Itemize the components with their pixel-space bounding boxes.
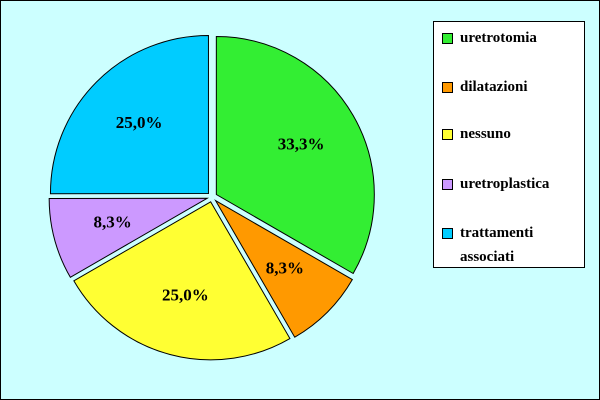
pie-slice	[73, 201, 291, 361]
legend-item: uretroplastica	[442, 172, 582, 196]
legend-item: trattamenti associati	[442, 221, 582, 269]
legend-item: dilatazioni	[442, 75, 582, 99]
legend-swatch	[442, 228, 453, 239]
pie-slice	[214, 199, 354, 338]
legend-item: nessuno	[442, 122, 582, 146]
legend-label: uretroplastica	[460, 176, 550, 192]
legend-label: uretrotomia	[460, 30, 537, 46]
data-label: 25,0%	[162, 285, 209, 304]
legend-item: uretrotomia	[442, 26, 582, 50]
data-label: 8,3%	[93, 213, 131, 232]
legend-label: nessuno	[460, 126, 511, 142]
legend-swatch	[442, 82, 453, 93]
data-label: 25,0%	[116, 113, 163, 132]
pie-slice	[215, 35, 375, 275]
legend-swatch	[442, 129, 453, 140]
data-label: 33,3%	[278, 134, 325, 153]
legend-swatch	[442, 179, 453, 190]
legend-swatch	[442, 33, 453, 44]
legend-label: trattamenti associati	[460, 225, 534, 265]
pie-slice	[49, 34, 209, 195]
pie-slice	[48, 197, 210, 278]
legend-label: dilatazioni	[460, 79, 528, 95]
legend: uretrotomia dilatazioni nessuno uretroplast…	[433, 21, 585, 268]
data-label: 8,3%	[266, 259, 304, 278]
